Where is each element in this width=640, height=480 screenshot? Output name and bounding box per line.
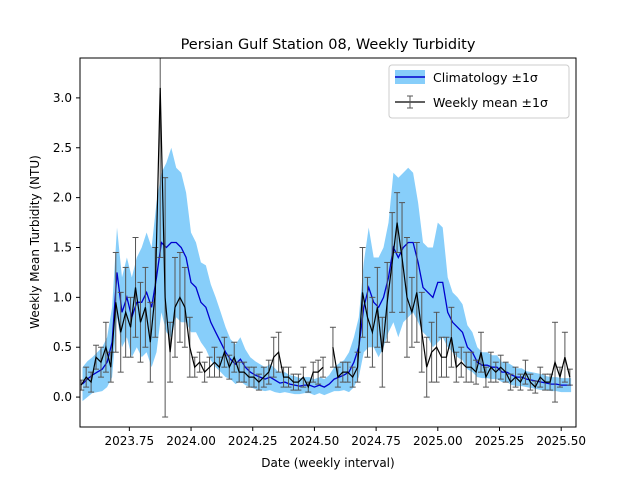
climatology-band	[82, 147, 572, 402]
x-axis-ticks: 2023.75 2024.00 2024.25 2024.50 2024.75 2025.…	[105, 427, 586, 448]
y-axis-label: Weekly Mean Turbidity (NTU)	[28, 155, 42, 329]
chart-title: Persian Gulf Station 08, Weekly Turbidit…	[181, 37, 476, 53]
y-tick-label: 0.0	[53, 390, 72, 404]
legend-box	[388, 64, 570, 119]
weekly-mean-line-segment-2	[332, 222, 571, 389]
x-axis-label: Date (weekly interval)	[261, 456, 394, 470]
axes-frame	[79, 57, 577, 428]
x-tick-label: 2025.50	[536, 434, 586, 448]
x-tick-label: 2023.75	[105, 434, 155, 448]
y-tick-label: 0.5	[53, 340, 72, 354]
y-tick-label: 3.0	[53, 91, 72, 105]
plot-area	[80, 58, 573, 418]
x-tick-label: 2025.25	[475, 434, 525, 448]
legend-weekly-label: Weekly mean ±1σ	[433, 95, 548, 110]
y-axis-ticks: 0.0 0.5 1.0 1.5 2.0 2.5 3.0	[53, 91, 80, 404]
weekly-mean-line-segment-1	[80, 87, 324, 389]
y-tick-label: 2.5	[53, 141, 72, 155]
y-tick-label: 1.5	[53, 240, 72, 254]
y-tick-label: 1.0	[53, 290, 72, 304]
legend-climatology-label: Climatology ±1σ	[433, 70, 538, 85]
x-tick-label: 2024.50	[290, 434, 340, 448]
x-tick-label: 2024.00	[166, 434, 216, 448]
x-tick-label: 2025.00	[413, 434, 463, 448]
y-tick-label: 2.0	[53, 191, 72, 205]
x-tick-label: 2024.75	[351, 434, 401, 448]
x-tick-label: 2024.25	[228, 434, 278, 448]
legend: Climatology ±1σ Weekly mean ±1σ	[388, 64, 570, 119]
